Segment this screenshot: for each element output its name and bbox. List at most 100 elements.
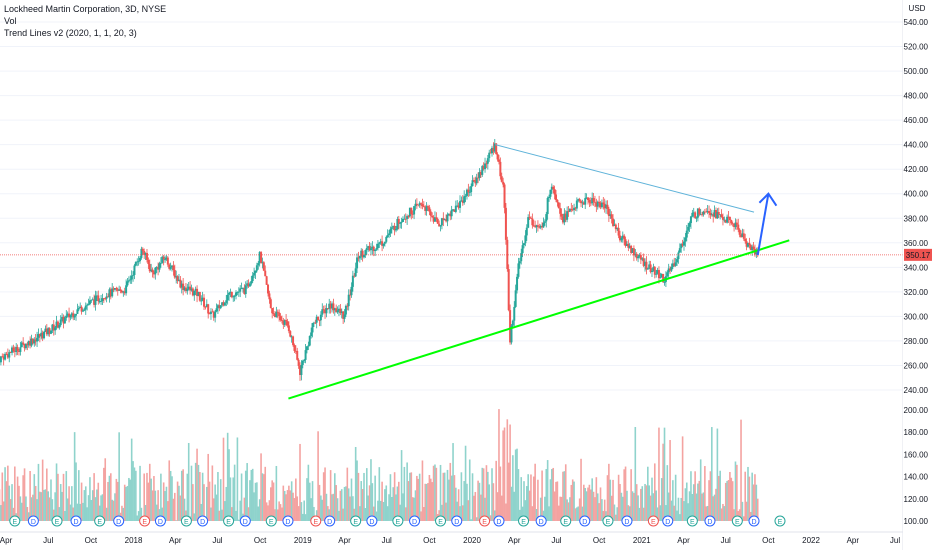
volume-bar <box>702 492 705 521</box>
candle <box>372 246 375 252</box>
candle <box>443 219 446 221</box>
earnings-marker <box>350 515 362 527</box>
volume-bar <box>685 482 688 521</box>
candle <box>228 292 231 295</box>
candle <box>41 332 44 339</box>
volume-bar <box>144 504 147 521</box>
volume-bar <box>647 466 649 521</box>
candle <box>424 206 427 211</box>
candle <box>435 217 438 220</box>
candle <box>56 321 59 328</box>
volume-bar <box>182 469 184 521</box>
candle <box>118 289 121 291</box>
volume-bar <box>744 471 747 521</box>
volume-bar <box>468 459 471 521</box>
volume-bar <box>687 503 689 521</box>
volume-bar <box>731 481 734 521</box>
volume-bar <box>589 489 592 521</box>
trendlines-label[interactable]: Trend Lines v2 (2020, 1, 1, 20, 3) <box>4 28 137 38</box>
candle <box>751 246 754 251</box>
candle <box>614 224 617 230</box>
candle <box>23 343 26 349</box>
volume-bar <box>115 478 118 521</box>
volume-bar <box>214 484 216 521</box>
candle <box>560 213 563 217</box>
earnings-marker <box>265 515 277 527</box>
price-tick-label: 500.00 <box>904 67 929 76</box>
volume-bar <box>57 473 59 521</box>
volume-bar <box>306 478 308 521</box>
earnings-marker <box>435 515 447 527</box>
time-tick-label: Apr <box>0 536 13 545</box>
volume-bar <box>532 476 535 521</box>
volume-bar <box>375 511 378 521</box>
candle <box>194 288 197 291</box>
candle <box>420 203 423 205</box>
volume-tick-label: 160.00 <box>904 450 929 459</box>
candle <box>209 311 212 314</box>
candle <box>510 325 513 343</box>
candle <box>552 186 555 190</box>
volume-bar <box>496 492 499 521</box>
volume-bar <box>612 479 614 521</box>
candle <box>449 213 452 217</box>
candle <box>317 316 320 320</box>
candle <box>219 305 222 309</box>
candle <box>24 343 27 349</box>
candle <box>285 320 288 322</box>
volume-bar <box>263 474 265 521</box>
candle <box>280 319 283 321</box>
volume-bar <box>623 469 625 521</box>
candle <box>172 265 175 271</box>
volume-bar <box>606 475 609 521</box>
volume-label[interactable]: Vol <box>4 16 17 26</box>
volume-bar <box>463 481 465 521</box>
candle <box>58 325 61 328</box>
candle <box>5 353 8 355</box>
earnings-marker-label: E <box>184 519 189 526</box>
price-tick-label: 260.00 <box>904 361 929 370</box>
volume-bar <box>18 485 20 521</box>
candle <box>250 281 253 284</box>
candle <box>186 288 189 292</box>
candle <box>719 214 722 216</box>
volume-bar <box>282 485 285 521</box>
volume-bar <box>482 468 485 521</box>
candle <box>410 207 413 214</box>
volume-bar <box>285 494 287 521</box>
volume-bar <box>27 512 30 521</box>
volume-bar <box>467 500 470 521</box>
volume-bar <box>432 465 435 521</box>
volume-bar <box>474 491 477 521</box>
candle <box>267 284 270 294</box>
candle <box>333 308 336 311</box>
volume-bar <box>439 464 442 521</box>
candle <box>524 235 527 244</box>
dividend-marker-label: D <box>624 519 629 526</box>
volume-bar <box>487 471 489 521</box>
dividend-marker-label: D <box>454 519 459 526</box>
candle <box>708 210 711 214</box>
earnings-marker-label: E <box>396 519 401 526</box>
volume-bar <box>165 486 168 521</box>
earnings-marker-label: E <box>142 519 147 526</box>
volume-bar <box>55 463 58 521</box>
candle <box>140 248 143 258</box>
volume-bar <box>680 497 683 521</box>
candle <box>354 268 357 277</box>
volume-tick-label: 140.00 <box>904 473 929 482</box>
candle <box>314 322 317 324</box>
volume-bar <box>751 472 753 521</box>
volume-bar <box>211 465 214 521</box>
volume-bar <box>126 485 129 521</box>
volume-bar <box>747 466 749 521</box>
volume-bar <box>90 499 93 521</box>
candle <box>628 245 631 248</box>
candle <box>652 266 655 271</box>
candle <box>369 248 372 251</box>
volume-bar <box>197 464 200 521</box>
candle <box>283 320 286 325</box>
candle <box>161 256 164 263</box>
symbol-title[interactable]: Lockheed Martin Corporation, 3D, NYSE <box>4 4 167 14</box>
